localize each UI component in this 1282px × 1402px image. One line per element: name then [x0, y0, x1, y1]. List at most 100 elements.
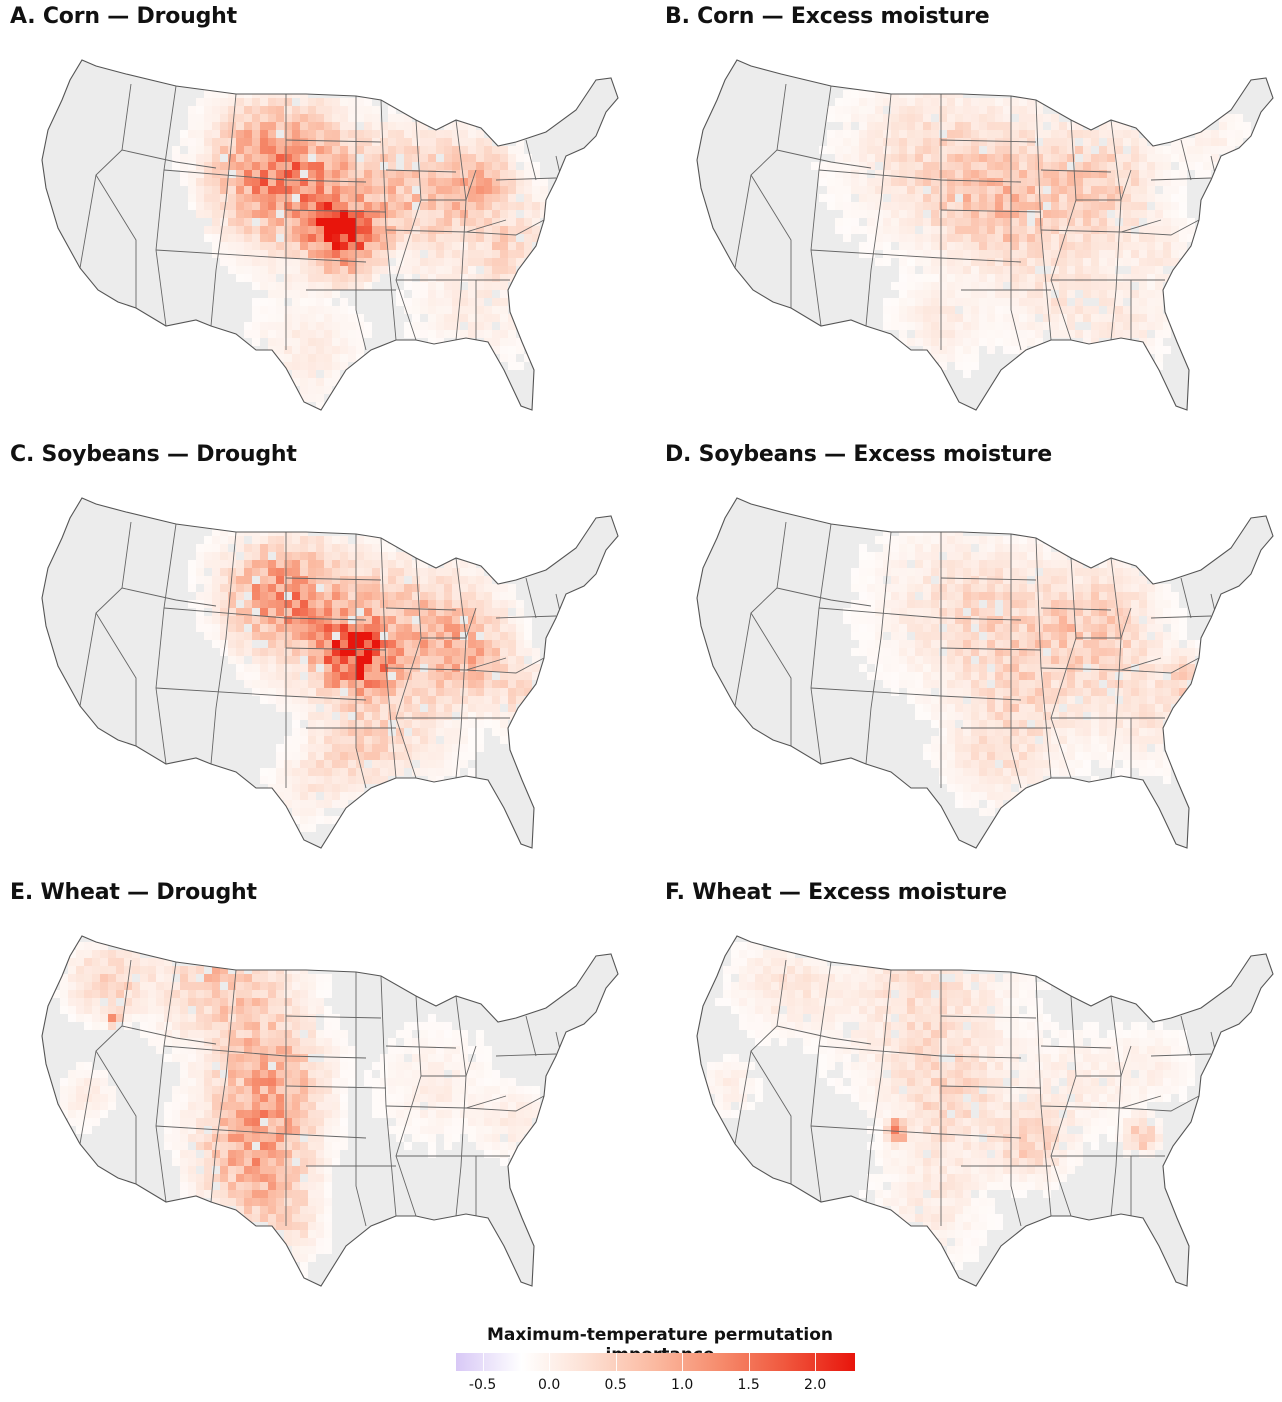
- county-cell: [923, 266, 931, 274]
- county-cell: [356, 210, 364, 218]
- county-cell: [100, 1022, 108, 1030]
- county-cell: [947, 194, 955, 202]
- county-cell: [1131, 640, 1139, 648]
- county-cell: [995, 776, 1003, 784]
- county-cell: [380, 544, 388, 552]
- county-cell: [396, 672, 404, 680]
- county-cell: [1099, 688, 1107, 696]
- county-cell: [1027, 234, 1035, 242]
- county-cell: [340, 640, 348, 648]
- county-cell: [1067, 744, 1075, 752]
- county-cell: [1099, 282, 1107, 290]
- county-cell: [196, 1054, 204, 1062]
- county-cell: [428, 186, 436, 194]
- county-cell: [1059, 760, 1067, 768]
- county-cell: [1075, 744, 1083, 752]
- county-cell: [412, 672, 420, 680]
- county-cell: [899, 576, 907, 584]
- county-cell: [124, 974, 132, 982]
- county-cell: [388, 616, 396, 624]
- county-cell: [1043, 138, 1051, 146]
- county-cell: [516, 218, 524, 226]
- county-cell: [468, 258, 476, 266]
- county-cell: [372, 274, 380, 282]
- county-cell: [971, 258, 979, 266]
- state-border: [79, 521, 132, 707]
- county-cell: [947, 218, 955, 226]
- county-cell: [915, 576, 923, 584]
- county-cell: [931, 234, 939, 242]
- county-cell: [915, 106, 923, 114]
- county-cell: [372, 720, 380, 728]
- county-cell: [1051, 218, 1059, 226]
- county-cell: [316, 282, 324, 290]
- county-cell: [835, 146, 843, 154]
- county-cell: [476, 258, 484, 266]
- county-cell: [372, 146, 380, 154]
- county-cell: [276, 122, 284, 130]
- county-cell: [875, 154, 883, 162]
- county-cell: [428, 768, 436, 776]
- county-cell: [1107, 656, 1115, 664]
- county-cell: [300, 306, 308, 314]
- county-cell: [1091, 664, 1099, 672]
- county-cell: [1195, 154, 1203, 162]
- county-cell: [955, 560, 963, 568]
- county-cell: [292, 720, 300, 728]
- county-cell: [356, 162, 364, 170]
- county-cell: [508, 226, 516, 234]
- county-cell: [955, 552, 963, 560]
- county-cell: [324, 600, 332, 608]
- county-cell: [1139, 624, 1147, 632]
- county-cell: [907, 290, 915, 298]
- county-cell: [316, 592, 324, 600]
- county-cell: [380, 568, 388, 576]
- county-cell: [268, 632, 276, 640]
- county-cell: [316, 146, 324, 154]
- county-cell: [1115, 752, 1123, 760]
- county-cell: [1027, 544, 1035, 552]
- county-cell: [1099, 592, 1107, 600]
- county-cell: [1171, 688, 1179, 696]
- county-cell: [188, 162, 196, 170]
- county-cell: [851, 146, 859, 154]
- county-cell: [1139, 202, 1147, 210]
- county-cell: [891, 282, 899, 290]
- us-outline: [41, 59, 619, 411]
- county-cell: [907, 616, 915, 624]
- county-cell: [508, 600, 516, 608]
- county-cell: [1059, 146, 1067, 154]
- county-cell: [188, 170, 196, 178]
- county-cell: [300, 552, 308, 560]
- county-cell: [1155, 226, 1163, 234]
- county-cell: [971, 98, 979, 106]
- county-cell: [987, 250, 995, 258]
- county-cell: [188, 1014, 196, 1022]
- county-cell: [1131, 736, 1139, 744]
- county-cell: [388, 608, 396, 616]
- county-cell: [1179, 608, 1187, 616]
- county-cell: [891, 186, 899, 194]
- county-cell: [380, 266, 388, 274]
- county-cell: [1003, 576, 1011, 584]
- county-cell: [931, 194, 939, 202]
- county-cell: [260, 154, 268, 162]
- county-cell: [875, 194, 883, 202]
- county-cell: [292, 704, 300, 712]
- county-cell: [460, 146, 468, 154]
- county-cell: [284, 322, 292, 330]
- county-cell: [891, 178, 899, 186]
- county-cell: [955, 330, 963, 338]
- county-cell: [1083, 330, 1091, 338]
- county-cell: [196, 98, 204, 106]
- county-cell: [244, 1022, 252, 1030]
- county-cell: [468, 322, 476, 330]
- county-cell: [1011, 640, 1019, 648]
- county-cell: [899, 298, 907, 306]
- county-cell: [436, 306, 444, 314]
- county-cell: [907, 122, 915, 130]
- county-cell: [196, 552, 204, 560]
- county-cell: [236, 194, 244, 202]
- county-cell: [212, 1054, 220, 1062]
- county-cell: [1059, 728, 1067, 736]
